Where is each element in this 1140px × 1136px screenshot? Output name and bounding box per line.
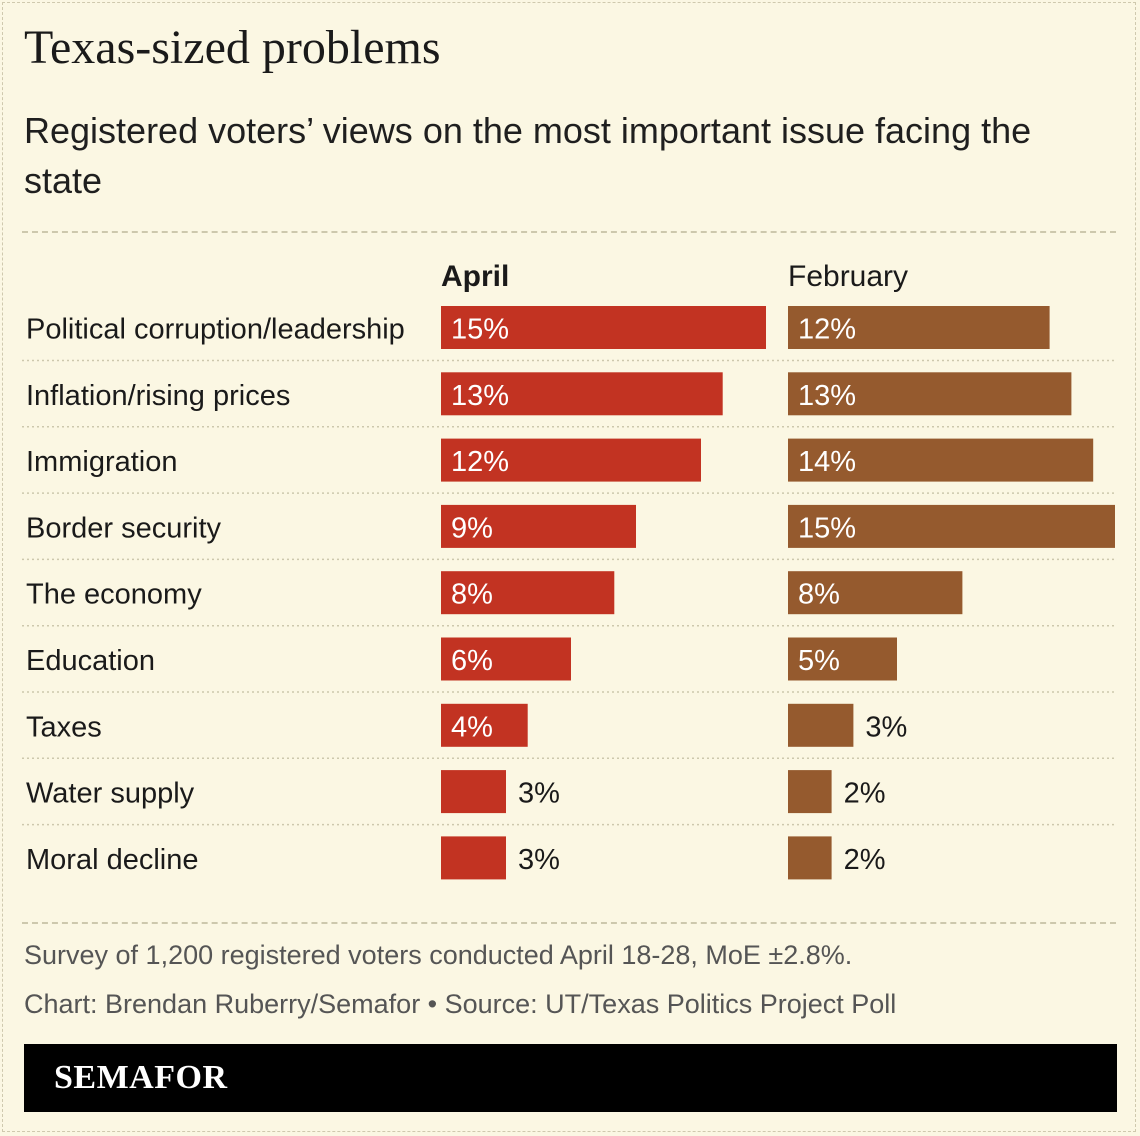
value-label-april-taxes: 4% (451, 711, 493, 743)
value-label-february-political-corruption-leadership: 12% (798, 314, 856, 346)
category-label-moral-decline: Moral decline (26, 844, 198, 876)
category-label-taxes: Taxes (26, 711, 102, 743)
category-label-political-corruption-leadership: Political corruption/leadership (26, 314, 405, 346)
value-label-april-inflation-rising-prices: 13% (451, 380, 509, 412)
source-credit: Chart: Brendan Ruberry/Semafor • Source:… (24, 989, 897, 1019)
value-label-february-moral-decline: 2% (844, 844, 886, 876)
value-label-april-border-security: 9% (451, 512, 493, 544)
value-label-april-immigration: 12% (451, 446, 509, 478)
chart-subtitle: Registered voters’ views on the most imp… (24, 110, 1032, 201)
bar-april-inflation-rising-prices (441, 372, 723, 416)
bar-april-immigration (441, 438, 701, 482)
bar-february-border-security (788, 504, 1115, 548)
category-label-inflation-rising-prices: Inflation/rising prices (26, 380, 290, 412)
bar-february-education (788, 637, 897, 681)
top-divider (22, 231, 1116, 233)
bar-april-water-supply (441, 770, 506, 814)
bar-april-moral-decline (441, 836, 506, 880)
bar-february-water-supply (788, 770, 832, 814)
series-header-april: April (441, 260, 509, 293)
bar-february-immigration (788, 438, 1094, 482)
bar-february-the-economy (788, 571, 963, 615)
value-label-april-moral-decline: 3% (518, 844, 560, 876)
bar-april-border-security (441, 504, 636, 548)
value-label-april-political-corruption-leadership: 15% (451, 314, 509, 346)
value-label-february-border-security: 15% (798, 512, 856, 544)
bar-april-taxes (441, 703, 528, 747)
category-label-education: Education (26, 645, 155, 677)
category-label-immigration: Immigration (26, 446, 178, 478)
bar-april-political-corruption-leadership (441, 306, 766, 349)
bottom-divider (22, 922, 1116, 924)
survey-note: Survey of 1,200 registered voters conduc… (24, 940, 853, 970)
category-label-water-supply: Water supply (26, 778, 195, 810)
bar-april-the-economy (441, 571, 615, 615)
chart-title: Texas-sized problems (24, 21, 441, 74)
bar-february-taxes (788, 703, 854, 747)
category-label-the-economy: The economy (26, 579, 202, 611)
value-label-april-education: 6% (451, 645, 493, 677)
value-label-april-water-supply: 3% (518, 778, 560, 810)
value-label-february-the-economy: 8% (798, 579, 840, 611)
brand-bar: SEMAFOR (24, 1044, 1117, 1112)
series-header-february: February (788, 260, 908, 293)
value-label-february-inflation-rising-prices: 13% (798, 380, 856, 412)
value-label-april-the-economy: 8% (451, 579, 493, 611)
bar-february-moral-decline (788, 836, 832, 880)
bar-february-political-corruption-leadership (788, 306, 1050, 349)
bar-april-education (441, 637, 571, 681)
value-label-february-taxes: 3% (865, 711, 907, 743)
category-label-border-security: Border security (26, 512, 222, 544)
value-label-february-water-supply: 2% (844, 778, 886, 810)
value-label-february-education: 5% (798, 645, 840, 677)
semafor-logo: SEMAFOR (54, 1059, 228, 1096)
value-label-february-immigration: 14% (798, 446, 856, 478)
bar-february-inflation-rising-prices (788, 372, 1072, 416)
